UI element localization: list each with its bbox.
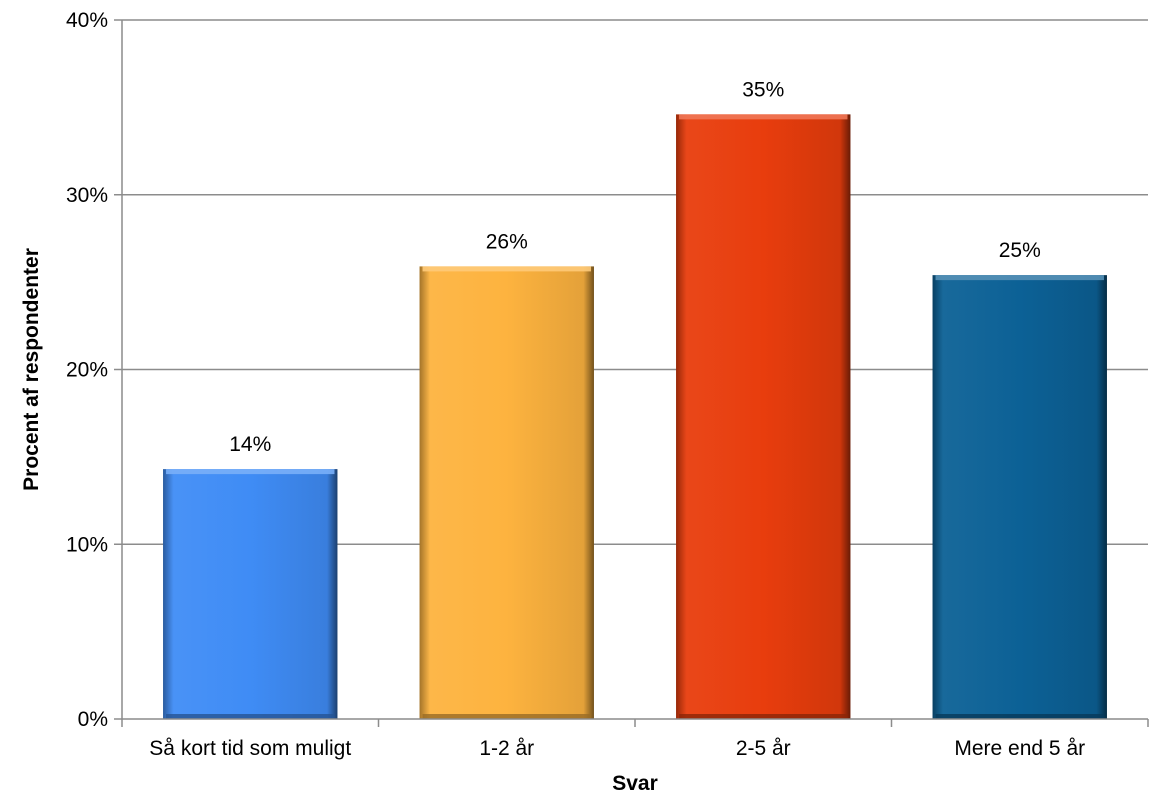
- bar-top-bevel: [935, 275, 1104, 281]
- bar: [419, 266, 594, 719]
- bar-bottom-bevel: [679, 714, 848, 719]
- y-tick-label: 20%: [66, 359, 108, 382]
- y-tick-label: 10%: [66, 533, 108, 556]
- x-axis-ticks: Så kort tid som muligt 1-2 år 2-5 år Mere e…: [121, 719, 1149, 760]
- data-label: 35%: [742, 78, 784, 101]
- bar: [932, 275, 1107, 719]
- bar-bottom-bevel: [422, 714, 591, 719]
- y-axis-title: Procent af respondenter: [20, 248, 43, 491]
- y-tick-label: 30%: [66, 184, 108, 207]
- x-tick-label: 2-5 år: [736, 737, 791, 760]
- data-labels: 14% 26% 35% 25%: [229, 78, 1041, 456]
- bars: [163, 114, 1107, 720]
- data-label: 25%: [999, 239, 1041, 262]
- y-tick-label: 40%: [66, 9, 108, 32]
- bar-top-bevel: [422, 266, 591, 272]
- bar-bottom-bevel: [166, 714, 335, 719]
- x-axis-title: Svar: [612, 772, 658, 795]
- y-axis-ticks: 0% 10% 20% 30% 40%: [66, 9, 122, 731]
- x-tick-label: 1-2 år: [479, 737, 534, 760]
- y-tick-label: 0%: [78, 708, 108, 731]
- bar-top-bevel: [166, 469, 335, 475]
- x-tick-label: Mere end 5 år: [954, 737, 1085, 760]
- bar-bottom-bevel: [935, 714, 1104, 719]
- bar: [676, 114, 851, 720]
- bar: [163, 469, 338, 719]
- data-label: 26%: [486, 230, 528, 253]
- x-tick-label: Så kort tid som muligt: [149, 737, 351, 760]
- data-label: 14%: [229, 433, 271, 456]
- bar-top-bevel: [679, 114, 848, 120]
